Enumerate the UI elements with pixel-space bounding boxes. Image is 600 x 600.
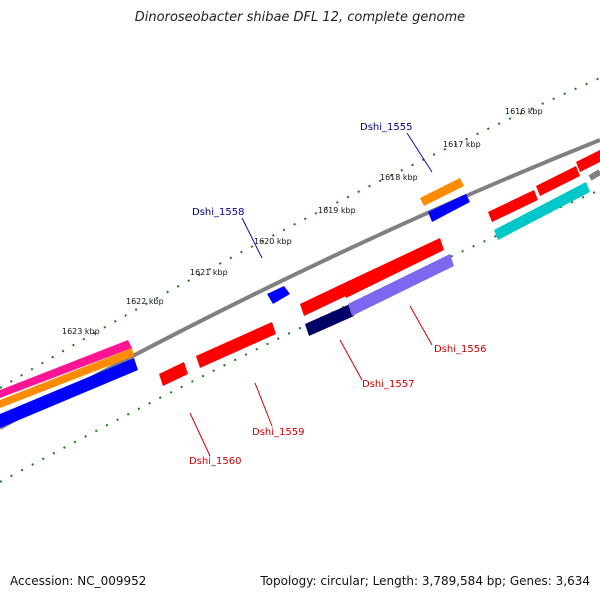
- gene-red-mid-2[interactable]: [342, 238, 444, 298]
- kbp-label-1616: 1616 kbp: [505, 107, 543, 116]
- gene-red-mid-1[interactable]: [300, 284, 346, 316]
- kbp-label-1622: 1622 kbp: [126, 297, 164, 306]
- kbp-label-1617: 1617 kbp: [443, 140, 481, 149]
- label-dshi-1559: Dshi_1559: [252, 427, 304, 438]
- leader-lines-bottom: [189, 305, 433, 457]
- kbp-label-1623: 1623 kbp: [62, 327, 100, 336]
- topology-text: Topology: circular; Length: 3,789,584 bp…: [260, 574, 590, 588]
- accession-text: Accession: NC_009952: [10, 574, 147, 588]
- gene-orange-upper[interactable]: [420, 178, 464, 206]
- inner-tick-ring: [0, 189, 600, 483]
- label-dshi-1560: Dshi_1560: [189, 456, 241, 467]
- gene-dshi-1556[interactable]: [348, 254, 454, 316]
- label-dshi-1557: Dshi_1557: [362, 379, 414, 390]
- label-dshi-1555: Dshi_1555: [360, 122, 412, 133]
- gene-red-right-2[interactable]: [536, 166, 580, 196]
- gene-dshi-1558[interactable]: [267, 286, 290, 304]
- label-dshi-1558: Dshi_1558: [192, 207, 244, 218]
- gene-blue-left[interactable]: [0, 358, 138, 428]
- kbp-label-1619: 1619 kbp: [318, 206, 356, 215]
- map-title: Dinoroseobacter shibae DFL 12, complete …: [134, 10, 466, 25]
- kbp-label-1621: 1621 kbp: [190, 268, 228, 277]
- gene-cyan-right[interactable]: [494, 182, 590, 240]
- kbp-label-1618: 1618 kbp: [380, 173, 418, 182]
- gene-dshi-1560[interactable]: [159, 362, 188, 386]
- gene-dshi-1557[interactable]: [305, 304, 354, 336]
- label-dshi-1556: Dshi_1556: [434, 344, 486, 355]
- backbone-line-2: [588, 169, 600, 181]
- gene-dshi-1559[interactable]: [196, 322, 276, 368]
- gene-dshi-1555[interactable]: [428, 194, 470, 222]
- kbp-label-1620: 1620 kbp: [254, 237, 292, 246]
- leader-lines-top: [241, 132, 433, 259]
- gene-orange-left[interactable]: [0, 348, 134, 408]
- gene-red-right-1[interactable]: [488, 190, 538, 222]
- gene-red-right-3[interactable]: [576, 150, 600, 172]
- gene-magenta-left[interactable]: [0, 340, 132, 398]
